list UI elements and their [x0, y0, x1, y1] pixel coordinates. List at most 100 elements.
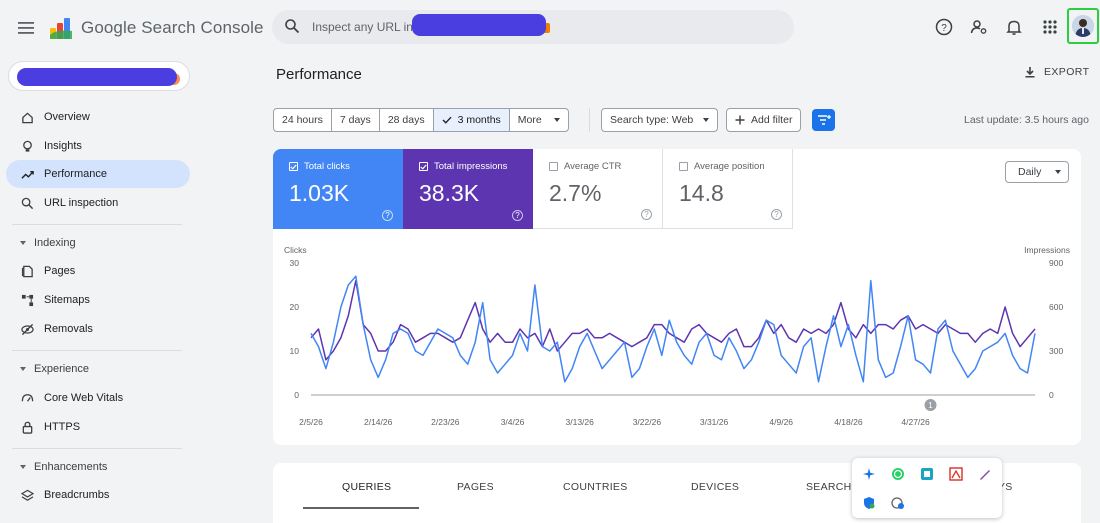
sidebar-item-label: Performance: [44, 168, 107, 180]
tab-pages[interactable]: PAGES: [457, 481, 494, 493]
range-24-hours[interactable]: 24 hours: [273, 108, 332, 132]
metric-label: Average CTR: [564, 161, 622, 172]
apps-grid-icon[interactable]: [1040, 17, 1062, 39]
x-tick-label: 3/31/26: [700, 417, 729, 427]
sidebar-section-indexing[interactable]: Indexing: [20, 237, 76, 249]
sidebar-item-performance[interactable]: Performance: [6, 160, 190, 188]
metric-value: 38.3K: [419, 180, 480, 206]
screenshot-tool-icon[interactable]: [920, 467, 934, 481]
sidebar-item-label: HTTPS: [44, 421, 81, 433]
filter-menu-button[interactable]: [812, 109, 835, 131]
chevron-down-icon: [703, 118, 710, 122]
chevron-down-icon: [553, 118, 560, 122]
account-avatar-button[interactable]: [1067, 8, 1099, 44]
search-type-label: Search type: Web: [610, 114, 694, 126]
metric-average-ctr[interactable]: Average CTR 2.7% ?: [533, 149, 663, 229]
x-tick-label: 4/18/26: [834, 417, 863, 427]
sidebar-item-overview[interactable]: Overview: [6, 103, 190, 131]
help-icon[interactable]: ?: [771, 209, 782, 220]
left-tick-label: 0: [294, 390, 299, 400]
range-3-months[interactable]: 3 months: [432, 108, 510, 132]
sidebar-divider: [12, 350, 182, 351]
left-tick-label: 30: [290, 258, 300, 268]
help-icon[interactable]: ?: [512, 210, 523, 221]
product-name: Google Search Console: [81, 18, 264, 37]
sidebar-section-experience[interactable]: Experience: [20, 363, 89, 375]
pen-icon[interactable]: [978, 467, 992, 481]
range-28-days[interactable]: 28 days: [378, 108, 434, 132]
performance-line-chart: Clicks Impressions010203003006009002/5/26…: [284, 245, 1070, 427]
metric-value: 1.03K: [289, 180, 350, 206]
right-tick-label: 300: [1049, 346, 1063, 356]
manage-users-icon[interactable]: [969, 17, 991, 39]
x-tick-label: 2/14/26: [364, 417, 393, 427]
info-extension-icon[interactable]: [891, 496, 905, 510]
lightbulb-icon: [20, 139, 34, 153]
tab-queries[interactable]: QUERIES: [342, 481, 392, 493]
sidebar-item-label: Insights: [44, 140, 82, 152]
sidebar-item-insights[interactable]: Insights: [6, 132, 190, 160]
sidebar-item-core-web-vitals[interactable]: Core Web Vitals: [6, 384, 190, 412]
sidebar-item-https[interactable]: HTTPS: [6, 413, 190, 441]
filter-list-icon: [817, 114, 831, 126]
sidebar-section-label: Experience: [34, 363, 90, 375]
tab-search-appearance[interactable]: SEARCH A: [806, 481, 862, 493]
checkbox-unchecked-icon[interactable]: [679, 162, 688, 171]
checkbox-checked-icon[interactable]: [419, 162, 428, 171]
sidebar-section-enhancements[interactable]: Enhancements: [20, 461, 107, 473]
sidebar-section-label: Indexing: [34, 237, 76, 249]
sitemap-icon: [20, 293, 34, 307]
sidebar-divider: [12, 224, 182, 225]
range-label: 3 months: [457, 114, 501, 126]
property-selector[interactable]: [8, 61, 190, 91]
help-icon[interactable]: ?: [641, 209, 652, 220]
x-tick-label: 2/23/26: [431, 417, 460, 427]
granularity-dropdown[interactable]: Daily: [1005, 161, 1069, 183]
add-filter-label: Add filter: [751, 114, 793, 126]
checkbox-checked-icon[interactable]: [289, 162, 298, 171]
active-tab-indicator: [303, 507, 419, 509]
notifications-bell-icon[interactable]: [1004, 17, 1026, 39]
annotation-label: 1: [928, 401, 933, 410]
sidebar-item-pages[interactable]: Pages: [6, 257, 190, 285]
right-axis-label: Impressions: [1024, 245, 1070, 255]
metric-total-clicks[interactable]: Total clicks 1.03K ?: [273, 149, 403, 229]
add-filter-button[interactable]: Add filter: [726, 108, 802, 132]
range-7-days[interactable]: 7 days: [330, 108, 380, 132]
metric-average-position[interactable]: Average position 14.8 ?: [663, 149, 793, 229]
hamburger-menu-icon[interactable]: [12, 14, 40, 42]
left-tick-label: 20: [290, 302, 300, 312]
x-tick-label: 2/5/26: [299, 417, 323, 427]
sidebar-item-url-inspection[interactable]: URL inspection: [6, 189, 190, 217]
tab-devices[interactable]: DEVICES: [691, 481, 740, 493]
tab-countries[interactable]: COUNTRIES: [563, 481, 628, 493]
sidebar-item-label: Pages: [44, 265, 76, 277]
search-console-logo-icon[interactable]: [48, 15, 74, 41]
series-line-clicks: [310, 275, 1036, 383]
range-more-dropdown[interactable]: More: [508, 108, 569, 132]
checkbox-unchecked-icon[interactable]: [549, 162, 558, 171]
avatar: [1072, 15, 1094, 37]
shield-extension-icon[interactable]: [862, 496, 876, 510]
sidebar-item-label: Breadcrumbs: [44, 489, 110, 501]
sidebar-item-removals[interactable]: Removals: [6, 315, 190, 343]
export-button[interactable]: EXPORT: [1024, 66, 1089, 78]
sidebar-item-sitemaps[interactable]: Sitemaps: [6, 286, 190, 314]
sidebar-item-label: Overview: [44, 111, 90, 123]
sparkle-icon[interactable]: [862, 467, 876, 481]
x-tick-label: 3/22/26: [633, 417, 662, 427]
lock-icon: [20, 420, 34, 434]
metric-total-impressions[interactable]: Total impressions 38.3K ?: [403, 149, 533, 229]
url-inspect-input[interactable]: [312, 17, 432, 37]
pdf-tool-icon[interactable]: [949, 467, 963, 481]
x-tick-label: 3/4/26: [501, 417, 525, 427]
search-type-dropdown[interactable]: Search type: Web: [601, 108, 719, 132]
whatsapp-icon[interactable]: [891, 467, 905, 481]
help-icon[interactable]: ?: [934, 17, 956, 39]
x-tick-label: 4/9/26: [769, 417, 793, 427]
collapse-triangle-icon: [20, 367, 26, 371]
sidebar-item-label: URL inspection: [44, 197, 119, 209]
svg-text:?: ?: [941, 23, 947, 34]
help-icon[interactable]: ?: [382, 210, 393, 221]
sidebar-item-breadcrumbs[interactable]: Breadcrumbs: [6, 481, 190, 509]
